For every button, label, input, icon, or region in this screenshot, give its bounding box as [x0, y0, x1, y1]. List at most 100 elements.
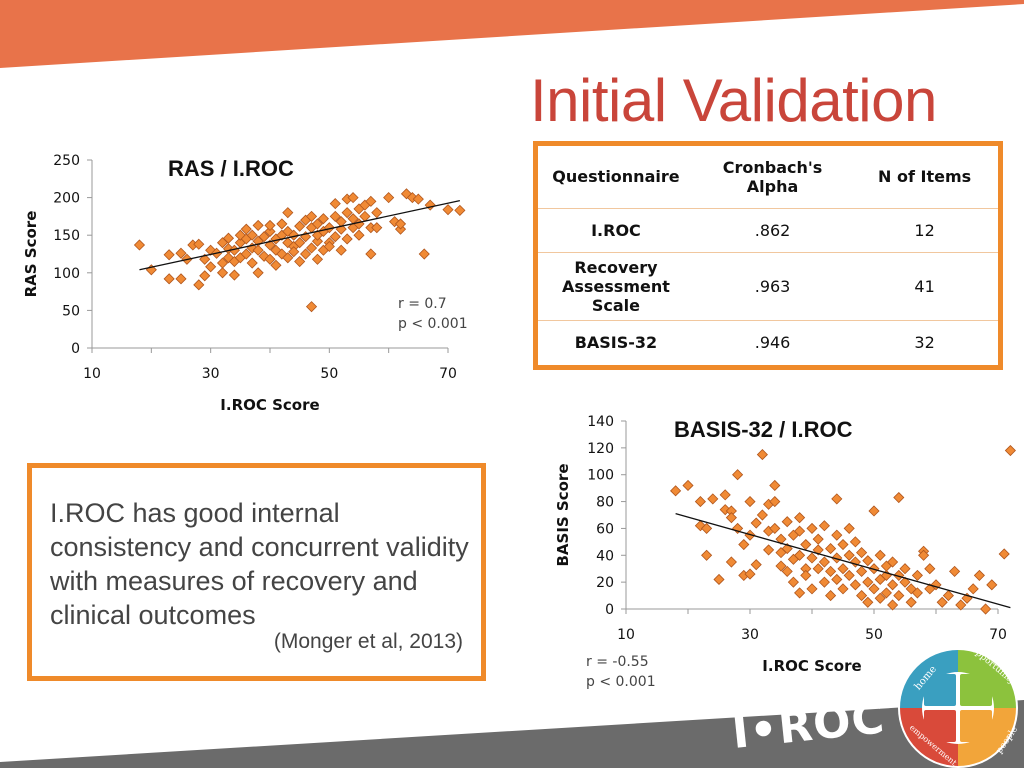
data-point	[288, 246, 300, 258]
data-point	[282, 207, 294, 219]
data-point	[750, 517, 762, 529]
data-point	[707, 493, 719, 505]
x-tick-label: 30	[741, 627, 759, 643]
data-point	[831, 573, 843, 586]
x-tick-label: 10	[83, 366, 101, 382]
data-point	[973, 569, 985, 581]
data-point	[383, 192, 395, 204]
data-point	[163, 273, 175, 285]
data-point	[258, 231, 270, 243]
top-band-stripe	[0, 0, 1024, 68]
data-point	[240, 248, 252, 260]
data-point	[849, 536, 861, 548]
iroc-wordmark: I•ROC	[729, 692, 888, 759]
row-items: 12	[851, 207, 998, 252]
data-point	[294, 237, 306, 249]
summary-text: I.ROC has good internal consistency and …	[50, 498, 469, 630]
data-point	[825, 590, 837, 602]
data-point	[893, 491, 905, 504]
data-point	[831, 552, 843, 564]
data-point	[682, 479, 694, 492]
data-point	[353, 229, 365, 241]
y-tick-label: 40	[596, 548, 614, 564]
data-point	[216, 267, 229, 279]
data-point	[175, 247, 187, 259]
col-header-items: N of Items	[878, 167, 972, 187]
row-name-basis: BASIS-32	[538, 319, 694, 365]
data-point	[694, 496, 706, 508]
data-point	[936, 596, 948, 608]
data-point	[756, 509, 768, 521]
data-point	[868, 583, 880, 595]
data-point	[288, 229, 300, 241]
data-point	[193, 279, 205, 291]
data-point	[365, 248, 377, 260]
stat-label: p < 0.001	[586, 674, 656, 690]
data-point	[335, 244, 347, 256]
data-point	[806, 522, 818, 534]
data-point	[862, 555, 874, 567]
data-point	[812, 563, 824, 575]
data-point	[732, 469, 744, 481]
table-row: Recovery Assessment Scale .963 41	[538, 251, 998, 320]
data-point	[806, 583, 818, 595]
row-alpha: .963	[693, 251, 852, 320]
data-point	[899, 576, 911, 588]
data-point	[347, 192, 359, 204]
data-point	[163, 249, 175, 261]
data-point	[899, 563, 911, 575]
y-tick-label: 0	[605, 602, 614, 618]
data-point	[424, 199, 436, 211]
y-tick-label: 60	[596, 521, 614, 537]
data-point	[905, 596, 917, 608]
data-point	[825, 565, 837, 577]
data-point	[874, 549, 886, 561]
data-point	[806, 552, 818, 564]
data-point	[874, 592, 886, 604]
data-point	[294, 255, 306, 268]
chart-title: BASIS-32 / I.ROC	[674, 417, 853, 442]
data-point	[701, 549, 713, 561]
data-point	[454, 204, 466, 216]
page-title: Initial Validation	[530, 67, 937, 134]
y-tick-label: 80	[596, 495, 614, 511]
data-point	[1004, 444, 1016, 457]
data-point	[911, 587, 923, 599]
data-point	[887, 579, 899, 591]
data-point	[800, 569, 812, 581]
data-point	[812, 533, 824, 545]
row-alpha: .946	[693, 319, 852, 365]
data-point	[775, 533, 787, 545]
data-point	[787, 576, 799, 588]
data-point	[264, 219, 276, 231]
data-point	[246, 229, 258, 241]
trend-line	[139, 199, 461, 271]
table-row: I.ROC .862 12	[538, 207, 998, 252]
data-point	[323, 240, 335, 253]
data-point	[924, 563, 936, 575]
data-point	[713, 573, 725, 586]
data-point	[800, 538, 812, 551]
row-name-ras: Recovery Assessment Scale	[538, 251, 694, 320]
data-point	[193, 238, 205, 250]
data-point	[818, 556, 830, 568]
data-point	[998, 548, 1010, 560]
x-axis-label: I.ROC Score	[762, 657, 861, 675]
data-point	[282, 252, 294, 264]
data-point	[756, 449, 768, 461]
stat-label: p < 0.001	[398, 316, 468, 332]
data-point	[769, 496, 781, 508]
col-header-alpha: Cronbach's Alpha	[722, 157, 823, 196]
data-point	[329, 198, 341, 210]
data-point	[837, 538, 849, 551]
y-axis-label: BASIS Score	[554, 463, 572, 566]
data-point	[418, 248, 430, 260]
data-point	[744, 568, 756, 580]
data-point	[837, 583, 849, 595]
data-point	[856, 547, 868, 559]
y-tick-label: 100	[53, 266, 80, 282]
data-point	[949, 565, 961, 577]
data-point	[442, 204, 454, 216]
data-point	[371, 207, 383, 219]
data-point	[394, 218, 407, 230]
